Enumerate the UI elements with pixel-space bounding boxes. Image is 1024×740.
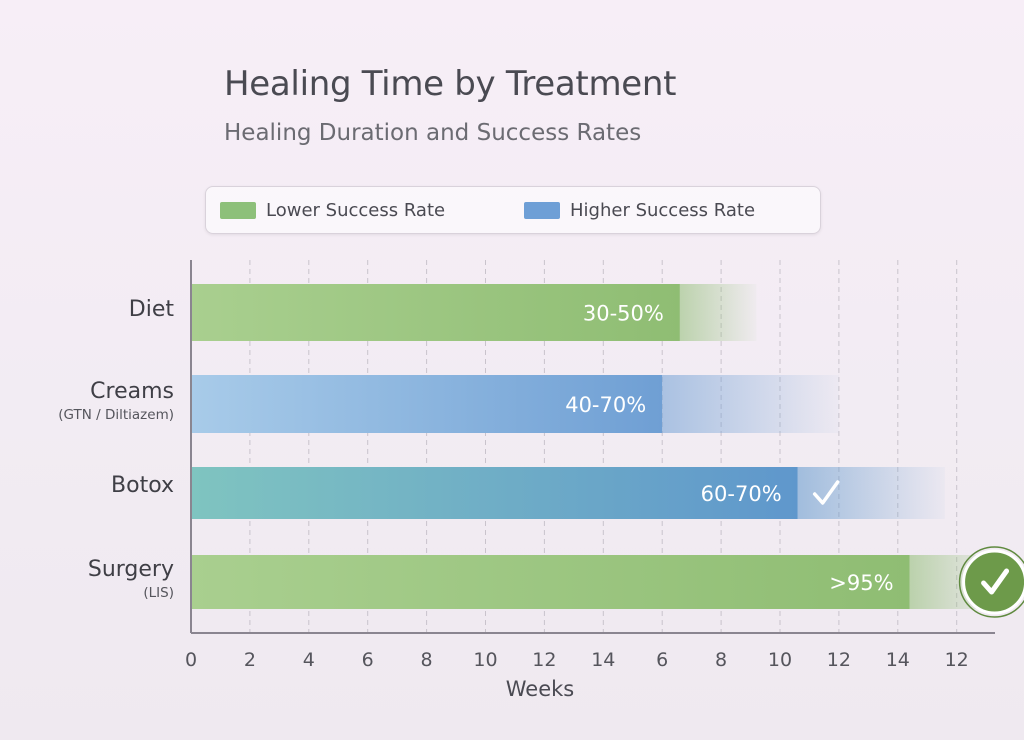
bar-fade — [679, 284, 757, 341]
x-tick-label: 10 — [473, 649, 497, 671]
legend-label-higher: Higher Success Rate — [570, 199, 756, 221]
category-name: Surgery — [87, 557, 174, 582]
category-label-creams: Creams (GTN / Diltiazem) — [58, 378, 174, 424]
category-subname: (LIS) — [143, 585, 174, 601]
legend-swatch-higher — [524, 201, 560, 219]
data-label: 60-70% — [701, 482, 782, 506]
bar-diet: 30-50% — [191, 284, 757, 341]
bar-solid — [191, 375, 663, 433]
category-name: Botox — [111, 473, 174, 498]
bar-solid — [191, 284, 680, 341]
bar-solid — [191, 467, 798, 519]
legend-item-lower: Lower Success Rate — [220, 187, 445, 233]
bar-creams: 40-70% — [191, 375, 839, 433]
bar-surgery: >95% — [191, 546, 1024, 618]
bar-botox: 60-70% — [191, 467, 945, 519]
x-tick-label: 14 — [591, 649, 615, 671]
x-tick-label: 8 — [421, 649, 433, 671]
data-label: 30-50% — [583, 302, 664, 326]
category-label-botox: Botox — [111, 472, 174, 500]
checkmark-icon — [812, 480, 840, 505]
data-label: >95% — [829, 571, 893, 595]
bar-fade — [797, 467, 945, 519]
data-label: 40-70% — [565, 393, 646, 417]
category-label-surgery: Surgery (LIS) — [88, 556, 174, 602]
x-tick-label: 8 — [715, 649, 727, 671]
x-tick-label: 10 — [768, 649, 792, 671]
chart-title: Healing Time by Treatment — [224, 64, 677, 104]
legend: Lower Success Rate Higher Success Rate — [205, 186, 821, 234]
bar-fade — [662, 375, 839, 433]
x-axis-label: Weeks — [505, 677, 575, 701]
check-badge-icon — [962, 549, 1024, 615]
x-tick-label: 4 — [303, 649, 315, 671]
checkmark-icon — [981, 568, 1010, 595]
bar-solid — [191, 555, 910, 609]
x-tick-label: 0 — [185, 649, 197, 671]
category-name: Diet — [128, 297, 174, 322]
category-name: Creams — [90, 379, 174, 404]
chart-subtitle: Healing Duration and Success Rates — [224, 120, 642, 146]
x-tick-label: 2 — [244, 649, 256, 671]
legend-label-lower: Lower Success Rate — [266, 199, 446, 221]
legend-item-higher: Higher Success Rate — [524, 187, 755, 233]
x-tick-label: 6 — [362, 649, 374, 671]
category-subname: (GTN / Diltiazem) — [58, 407, 174, 423]
legend-swatch-lower — [220, 201, 256, 219]
x-tick-label: 12 — [827, 649, 851, 671]
x-tick-label: 14 — [886, 649, 910, 671]
x-tick-label: 6 — [656, 649, 668, 671]
x-tick-label: 12 — [945, 649, 969, 671]
category-label-diet: Diet — [129, 296, 174, 324]
check-badge-ring — [958, 546, 1024, 618]
x-tick-label: 12 — [532, 649, 556, 671]
